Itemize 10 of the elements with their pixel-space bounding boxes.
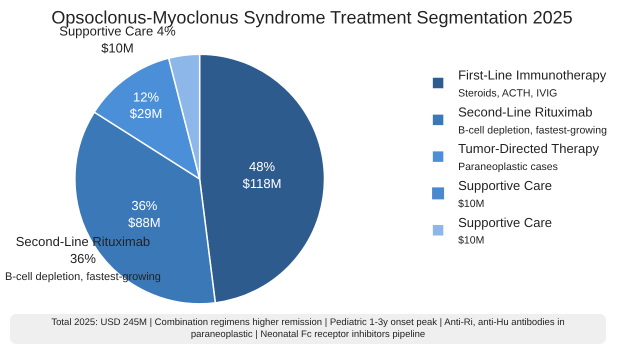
chart-title: Opsoclonus-Myoclonus Syndrome Treatment Segmentation 2025 <box>51 8 573 28</box>
legend-label: Supportive Care $10M <box>458 214 552 247</box>
data-label: 36% $88M <box>128 198 161 230</box>
text: Total 2025: USD 245M | Combination regimens higher remission | Pediatric 1-3y onset peak | Anti-Ri, anti-Hu antibodies in paraneoplastic | Neonatal Fc receptor inhibitors pipeline <box>10 314 606 344</box>
legend-label: Tumor-Directed Therapy Paraneoplastic cases <box>458 141 600 174</box>
data-label: 48% $118M <box>242 159 282 192</box>
legend-label: Supportive Care $10M <box>458 178 552 210</box>
data-label: 12% $29M <box>130 89 162 122</box>
legend-label: Second-Line Rituximab B-cell depletion, fastest-growing <box>458 104 608 136</box>
legend-label: First-Line Immunotherapy Steroids, ACTH, IVIG <box>458 68 607 100</box>
